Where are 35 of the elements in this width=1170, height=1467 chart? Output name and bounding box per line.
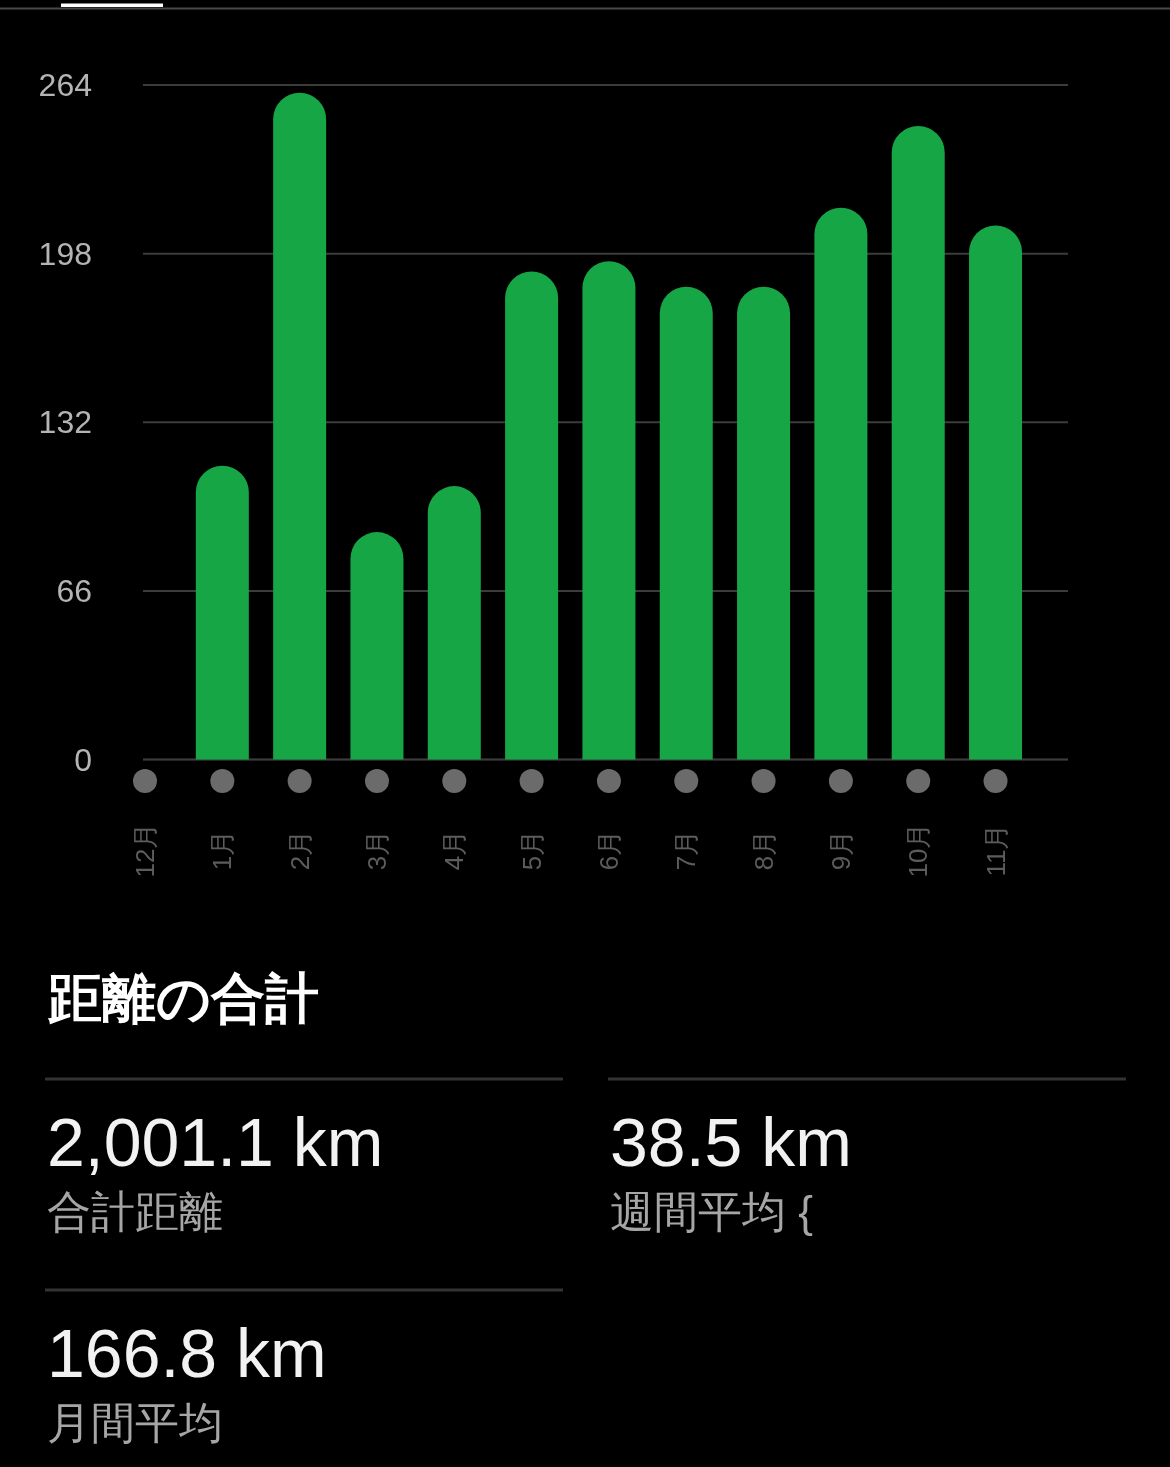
bar bbox=[969, 225, 1023, 760]
bar bbox=[582, 261, 636, 760]
x-tick-label: 3月 bbox=[361, 829, 392, 871]
text: 2,001.1 km bbox=[47, 1104, 384, 1180]
x-tick-label: 9月 bbox=[825, 829, 856, 871]
x-tick-label: 4月 bbox=[439, 829, 470, 871]
text: 合計距離 bbox=[47, 1187, 223, 1236]
bar bbox=[659, 286, 713, 760]
text: 週間平均 { bbox=[610, 1187, 813, 1236]
y-tick-label: 132 bbox=[38, 404, 92, 441]
bar bbox=[273, 92, 327, 760]
x-tick-label: 2月 bbox=[284, 829, 315, 871]
bar bbox=[505, 271, 559, 760]
text: 月間平均 bbox=[47, 1398, 223, 1447]
x-tick-label: 6月 bbox=[593, 829, 624, 871]
x-tick-label: 11月 bbox=[980, 823, 1011, 877]
bar bbox=[195, 465, 249, 760]
y-tick-label: 0 bbox=[74, 741, 92, 778]
text: 166.8 km bbox=[47, 1315, 327, 1391]
x-tick-label: 10月 bbox=[903, 822, 934, 878]
y-tick-label: 198 bbox=[38, 235, 92, 272]
bar bbox=[891, 125, 945, 760]
y-tick-label: 264 bbox=[38, 67, 92, 103]
x-tick-label: 8月 bbox=[748, 829, 779, 871]
y-tick-label: 66 bbox=[56, 572, 92, 609]
bar bbox=[814, 207, 868, 760]
x-tick-label: 5月 bbox=[516, 829, 547, 871]
bar bbox=[737, 286, 791, 760]
text: 距離の合計 bbox=[47, 968, 319, 1028]
x-tick-label: 1月 bbox=[207, 829, 238, 871]
x-tick-label: 7月 bbox=[671, 829, 702, 871]
x-tick-label: 12月 bbox=[130, 822, 160, 878]
text: 38.5 km bbox=[610, 1104, 852, 1180]
bar bbox=[427, 486, 481, 760]
bar bbox=[350, 532, 404, 760]
